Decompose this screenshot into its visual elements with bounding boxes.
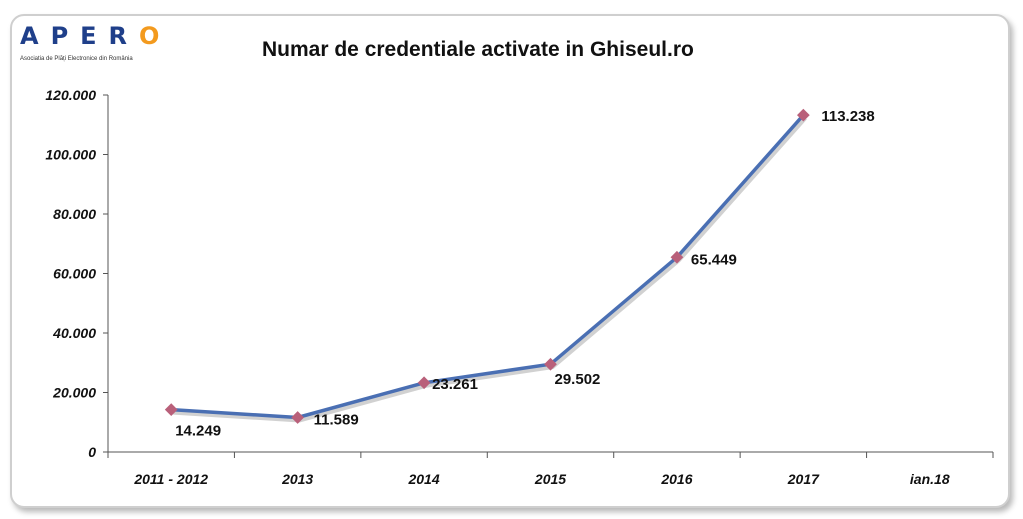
data-label: 14.249 xyxy=(175,423,221,440)
x-tick-label: 2014 xyxy=(407,471,439,487)
y-tick-label: 0 xyxy=(88,444,96,460)
data-label: 113.238 xyxy=(821,108,874,125)
y-tick-label: 20.000 xyxy=(52,385,96,401)
chart-title: Numar de credentiale activate in Ghiseul… xyxy=(262,38,694,61)
data-label: 65.449 xyxy=(691,251,737,268)
y-tick-label: 40.000 xyxy=(52,325,96,341)
x-tick-label: 2015 xyxy=(534,471,566,487)
data-label: 11.589 xyxy=(314,412,359,429)
apero-logo: APERO Asociatia de Plăți Electronice din… xyxy=(20,22,200,66)
y-tick-label: 100.000 xyxy=(45,147,96,163)
data-point xyxy=(417,376,431,390)
series-line-shadow xyxy=(173,116,807,423)
logo-wordmark: APERO xyxy=(20,22,171,50)
x-tick-label: 2017 xyxy=(787,471,820,487)
logo-tail-letter: O xyxy=(139,22,172,50)
series-line xyxy=(169,113,806,420)
x-tick-label: ian.18 xyxy=(910,471,950,487)
data-point xyxy=(291,411,305,424)
x-tick-label: 2013 xyxy=(281,471,313,487)
chart-frame xyxy=(10,14,1010,508)
x-tick-label: 2011 - 2012 xyxy=(133,471,208,487)
data-label: 23.261 xyxy=(432,376,478,393)
y-tick-label: 120.000 xyxy=(45,87,96,103)
data-point xyxy=(164,403,178,416)
y-tick-label: 80.000 xyxy=(53,206,96,222)
data-label: 29.502 xyxy=(555,371,601,388)
logo-subtitle: Asociatia de Plăți Electronice din Român… xyxy=(20,56,133,62)
y-tick-label: 60.000 xyxy=(53,266,96,282)
logo-main-letters: APER xyxy=(20,22,140,50)
x-tick-label: 2016 xyxy=(660,471,692,487)
data-point xyxy=(670,250,684,264)
